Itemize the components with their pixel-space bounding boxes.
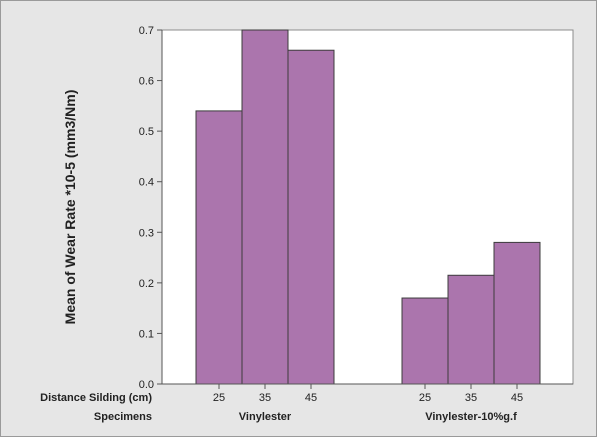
bar bbox=[493, 241, 541, 385]
x-tick-label: 25 bbox=[419, 392, 431, 404]
bar bbox=[401, 297, 449, 385]
y-tick-label: 0.3 bbox=[139, 227, 154, 239]
y-axis: 0.0 0.1 0.2 0.3 0.4 0.5 0.6 0.7 bbox=[139, 25, 163, 391]
bar bbox=[447, 274, 495, 385]
y-tick-label: 0.1 bbox=[139, 328, 154, 340]
y-tick-label: 0.4 bbox=[139, 177, 154, 189]
bar bbox=[195, 110, 243, 385]
y-tick-label: 0.5 bbox=[139, 126, 154, 138]
y-axis-label: Mean of Wear Rate *10-5 (mm3/Nm) bbox=[62, 90, 78, 325]
x-tick-label: 35 bbox=[465, 392, 477, 404]
x-tick-label: 45 bbox=[511, 392, 523, 404]
bar bbox=[241, 29, 289, 385]
y-tick-label: 0.2 bbox=[139, 278, 154, 290]
x-row-label-specimens: Specimens bbox=[94, 411, 152, 423]
group-label: Vinylester bbox=[239, 411, 292, 423]
y-tick-label: 0.6 bbox=[139, 76, 154, 88]
x-tick-label: 25 bbox=[213, 392, 225, 404]
bar bbox=[287, 49, 335, 385]
bars bbox=[195, 29, 541, 385]
y-tick-label: 0.7 bbox=[139, 25, 154, 37]
y-tick-label: 0.0 bbox=[139, 379, 154, 391]
x-row-label-distance: Distance Silding (cm) bbox=[40, 392, 152, 404]
group-label: Vinylester-10%g.f bbox=[425, 411, 517, 423]
x-tick-label: 45 bbox=[305, 392, 317, 404]
x-tick-label: 35 bbox=[259, 392, 271, 404]
x-axis: 25 35 45 Vinylester 25 35 45 Vinylester-10%g.f bbox=[162, 383, 573, 423]
